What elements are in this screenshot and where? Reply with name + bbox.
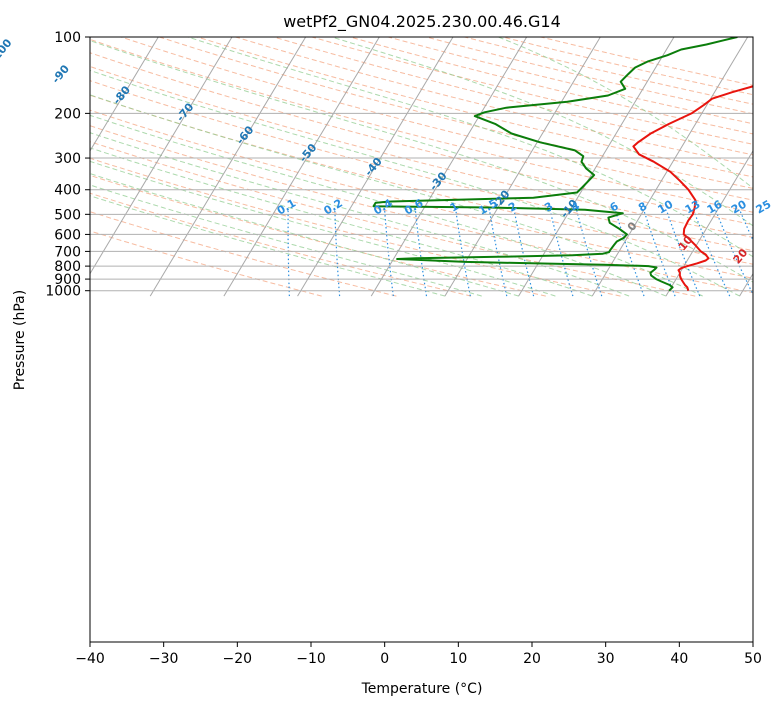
dry-adiabat <box>90 109 753 279</box>
mixing-ratio-line <box>643 209 676 297</box>
x-tick-label: 40 <box>670 651 688 667</box>
x-tick-label: 10 <box>449 651 467 667</box>
mixing-ratio-label: 20 <box>729 197 749 216</box>
isotherm-line <box>297 37 454 297</box>
isotherm-line <box>223 37 380 297</box>
moist-adiabat <box>90 195 446 297</box>
y-tick-label: 500 <box>54 207 81 223</box>
dry-adiabat <box>90 211 397 297</box>
moist-adiabat <box>90 94 703 297</box>
x-tick-label: 0 <box>380 651 389 667</box>
isotherm-line <box>149 37 307 297</box>
moist-adiabat-label: 0 <box>625 219 640 233</box>
mixing-ratio-line <box>334 209 341 297</box>
y-tick-label: 900 <box>54 272 81 288</box>
isotherm-label: -90 <box>49 62 72 86</box>
isotherm-line <box>518 37 675 297</box>
chart-title: wetPf2_GN04.2025.230.00.46.G14 <box>283 12 561 32</box>
moist-adiabat <box>90 147 593 297</box>
mixing-ratio-line <box>287 209 290 297</box>
moist-adiabat <box>90 69 740 297</box>
mixing-ratio-label: 2 <box>506 200 519 215</box>
moist-adiabat <box>90 184 482 297</box>
y-tick-label: 600 <box>54 227 81 243</box>
dry-adiabat <box>120 37 753 201</box>
x-tick-label: 30 <box>597 651 615 667</box>
mixing-ratio-line <box>414 209 428 297</box>
dry-adiabat <box>90 174 546 297</box>
moist-adiabat <box>498 37 753 189</box>
dry-adiabat <box>90 157 621 297</box>
dry-adiabat <box>90 230 322 297</box>
dry-adiabat <box>90 65 753 238</box>
isotherm-label: -60 <box>234 123 257 147</box>
moist-adiabat <box>331 37 753 227</box>
mixing-ratio-line <box>513 209 535 297</box>
temperature-line <box>632 85 753 291</box>
mixing-ratio-line <box>576 209 603 297</box>
background-lines <box>0 37 775 297</box>
dry-adiabat <box>90 80 753 252</box>
x-axis-ticks: −40 −30 −20 −10 0 10 20 30 40 50 <box>75 642 762 667</box>
dry-adiabat <box>90 38 753 213</box>
y-tick-label: 400 <box>54 183 81 199</box>
mixing-ratio-line <box>384 209 394 297</box>
mixing-ratio-line <box>714 209 753 296</box>
mixing-ratio-label: 16 <box>705 197 725 216</box>
y-tick-label: 200 <box>54 106 81 122</box>
isotherm-line <box>90 37 233 275</box>
isopleth-labels: -100-90-80-70-60-50-40-30-20 -100.1 0.2 0.4… <box>0 36 775 266</box>
x-tick-label: −20 <box>223 651 253 667</box>
moist-adiabat-label: 10 <box>676 233 696 253</box>
moist-adiabat <box>90 160 556 297</box>
isotherm-line <box>90 37 159 152</box>
profile-lines <box>372 37 753 292</box>
mixing-ratio-line <box>549 209 574 297</box>
mixing-ratio-label: 8 <box>636 200 649 215</box>
x-tick-label: −10 <box>296 651 326 667</box>
x-axis-label: Temperature (°C) <box>361 681 483 697</box>
plot-frame <box>89 36 754 643</box>
isotherm-label: -50 <box>297 141 320 165</box>
dry-adiabat <box>311 37 753 145</box>
dry-adiabat <box>90 192 472 297</box>
y-tick-label: 300 <box>54 151 81 167</box>
mixing-ratio-line <box>455 209 471 297</box>
isotherm-line <box>591 37 749 297</box>
isotherm-line <box>444 37 601 297</box>
mixing-ratio-label: 25 <box>754 198 774 217</box>
x-tick-label: −40 <box>75 651 105 667</box>
dewpoint-line <box>372 37 738 292</box>
x-tick-label: 20 <box>523 651 541 667</box>
y-tick-label: 800 <box>54 259 81 275</box>
isotherm-line <box>665 149 753 297</box>
x-tick-label: −30 <box>149 651 179 667</box>
moist-adiabat <box>90 132 630 297</box>
mixing-ratio-line <box>764 210 775 296</box>
moist-adiabat <box>90 40 753 283</box>
isotherm-line <box>370 37 528 297</box>
mixing-ratio-label: 3 <box>542 200 555 215</box>
mixing-ratio-label: 10 <box>655 197 675 216</box>
moist-adiabat-label: 20 <box>731 246 751 266</box>
x-tick-label: 50 <box>744 651 762 667</box>
mixing-ratio-line <box>614 209 645 297</box>
y-tick-label: 700 <box>54 244 81 260</box>
isotherm-label: -100 <box>0 36 15 66</box>
dry-adiabat <box>197 37 753 178</box>
mixing-ratio-line <box>692 209 731 297</box>
y-axis-label: Pressure (hPa) <box>12 290 28 390</box>
dry-adiabat <box>90 141 696 297</box>
y-tick-label: 1000 <box>45 284 81 300</box>
moist-adiabat <box>187 37 753 258</box>
y-tick-label: 100 <box>54 30 81 46</box>
isotherm-line <box>0 37 11 296</box>
